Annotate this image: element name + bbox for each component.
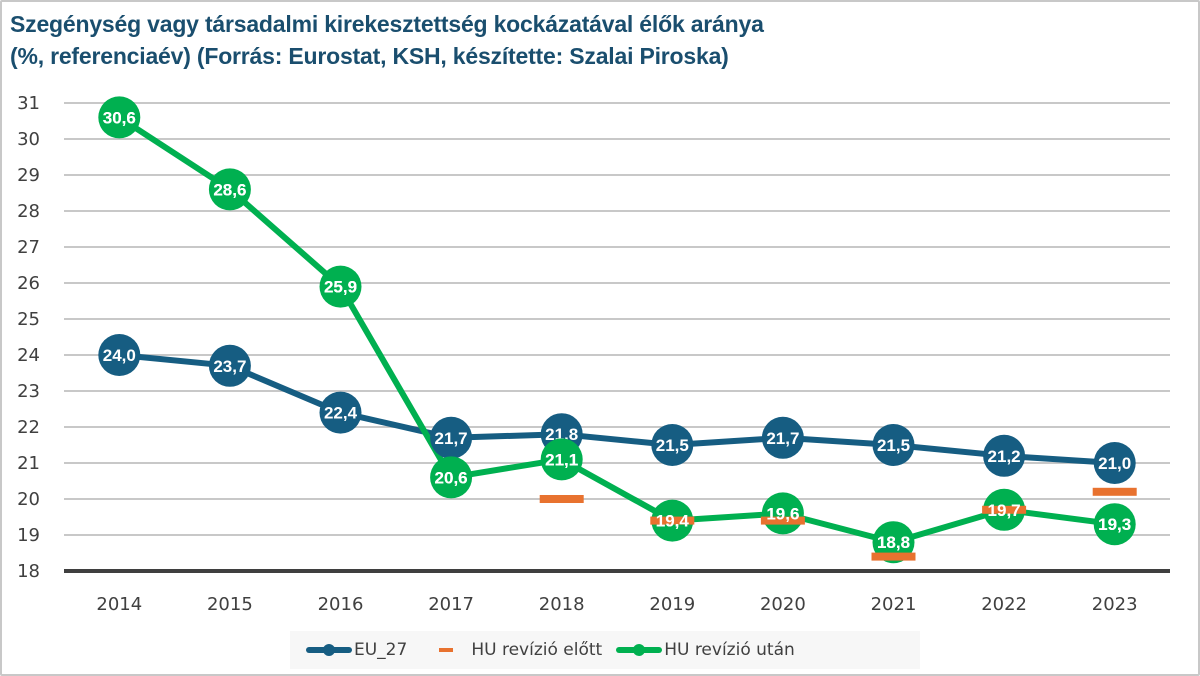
eu-marker: [651, 424, 694, 466]
hu-after-data-label: 28,6: [213, 180, 246, 199]
x-tick-label: 2020: [760, 594, 806, 615]
hu-before-marker: [650, 516, 695, 525]
hu-after-marker: [540, 438, 583, 481]
hu-after-marker: [98, 96, 141, 139]
eu-data-label: 21,5: [877, 436, 910, 455]
hu-after-marker: [430, 456, 473, 499]
hu-after-data-label: 21,1: [545, 450, 578, 469]
eu-data-label: 22,4: [324, 404, 358, 423]
x-tick-label: 2022: [981, 594, 1027, 615]
y-tick-label: 20: [17, 489, 40, 510]
chart-title: Szegénység vagy társadalmi kirekesztetts…: [10, 8, 764, 72]
hu-before-marker: [871, 552, 916, 561]
y-tick-label: 30: [17, 129, 40, 150]
legend: EU_27 HU revízió előtt HU revízió után: [290, 631, 920, 669]
legend-hu-before-dash-icon: [439, 648, 454, 652]
x-tick-label: 2023: [1092, 594, 1138, 615]
y-tick-label: 26: [17, 273, 40, 294]
x-tick-label: 2019: [649, 594, 695, 615]
hu-after-data-label: 19,4: [656, 512, 690, 531]
series-layer: 24,0 23,7 22,4 21,7 21,8 21,5 21,7 21,5 21,2 21,0…: [98, 96, 1137, 564]
eu-data-label: 21,0: [1098, 454, 1131, 473]
eu-data-label: 21,7: [766, 429, 799, 448]
eu-marker: [430, 416, 473, 459]
x-tick-label: 2015: [207, 594, 253, 615]
hu-before-marker: [982, 505, 1027, 514]
eu-marker: [761, 416, 804, 459]
hu-before-marker: [760, 516, 805, 525]
hu-before-marker: [539, 495, 584, 503]
chart-title-line1: Szegénység vagy társadalmi kirekesztetts…: [10, 11, 764, 37]
eu-marker: [1093, 442, 1136, 484]
eu-data-label: 21,7: [435, 429, 468, 448]
hu-after-data-label: 18,8: [877, 533, 910, 552]
hu-after-marker: [208, 168, 251, 211]
x-tick-label: 2017: [428, 594, 474, 615]
x-tick-label: 2021: [871, 594, 917, 615]
y-tick-label: 28: [17, 201, 40, 222]
y-axis-ticks: 18 19 20 21 22 23 24 25 26 27 28 29 30 31: [17, 93, 40, 582]
hu-after-data-label: 21,1: [545, 450, 578, 469]
hu-after-marker: [1093, 503, 1136, 546]
hu-after-data-label: 28,6: [213, 180, 246, 199]
hu-after-data-label: 20,6: [435, 468, 468, 487]
legend-hu-before-label: HU revízió előtt: [471, 640, 603, 660]
eu-data-label: 21,8: [545, 425, 578, 444]
hu-after-data-label: 19,3: [1098, 515, 1131, 534]
y-tick-label: 27: [17, 237, 40, 258]
hu-after-marker: [319, 265, 362, 308]
hu-before-marker: [1092, 487, 1137, 496]
hu-after-data-label: 18,8: [877, 533, 910, 552]
y-tick-label: 18: [17, 561, 40, 582]
legend-item-hu-after[interactable]: HU revízió után: [616, 640, 795, 660]
legend-hu-after-line-icon: [616, 644, 663, 656]
series-line-eu: [119, 352, 1115, 466]
gridlines: [64, 102, 1170, 573]
legend-eu-label: EU_27: [354, 640, 408, 660]
legend-item-eu[interactable]: EU_27: [306, 640, 407, 660]
eu-marker: [983, 434, 1026, 477]
chart-title-line2: (%, referenciaév) (Forrás: Eurostat, KSH…: [10, 43, 729, 69]
x-tick-label: 2016: [318, 594, 364, 615]
x-axis-ticks: 2014 2015 2016 2017 2018 2019 2020 2021 2022 2023: [96, 594, 1137, 615]
hu-after-data-label: 19,6: [766, 504, 799, 523]
hu-after-data-label: 19,7: [988, 501, 1021, 520]
y-tick-label: 22: [17, 417, 40, 438]
hu-after-data-label: 19,3: [1098, 515, 1131, 534]
eu-marker: [208, 344, 251, 387]
x-tick-label: 2014: [96, 594, 142, 615]
y-tick-label: 29: [17, 165, 40, 186]
series-line-hu-after: [117, 114, 1116, 546]
eu-marker: [872, 424, 915, 466]
y-tick-label: 23: [17, 381, 40, 402]
hu-after-data-label: 25,9: [324, 278, 357, 297]
eu-marker: [98, 334, 141, 376]
y-tick-label: 19: [17, 525, 40, 546]
hu-after-data-label: 30,6: [103, 108, 136, 127]
eu-marker: [319, 391, 362, 434]
y-tick-label: 31: [17, 93, 40, 114]
y-tick-label: 21: [17, 453, 40, 474]
y-tick-label: 25: [17, 309, 40, 330]
eu-data-label: 21,5: [656, 436, 689, 455]
legend-hu-after-label: HU revízió után: [664, 640, 795, 660]
hu-after-data-label: 30,6: [103, 108, 136, 127]
y-tick-label: 24: [17, 345, 40, 366]
legend-item-hu-before[interactable]: HU revízió előtt: [429, 640, 602, 660]
x-tick-label: 2018: [539, 594, 585, 615]
eu-data-label: 24,0: [103, 346, 136, 365]
legend-eu-line-icon: [306, 644, 352, 656]
eu-data-label: 23,7: [213, 357, 246, 376]
eu-data-label: 21,2: [988, 447, 1021, 466]
hu-after-data-label: 25,9: [324, 278, 357, 297]
hu-after-data-label: 20,6: [435, 468, 468, 487]
